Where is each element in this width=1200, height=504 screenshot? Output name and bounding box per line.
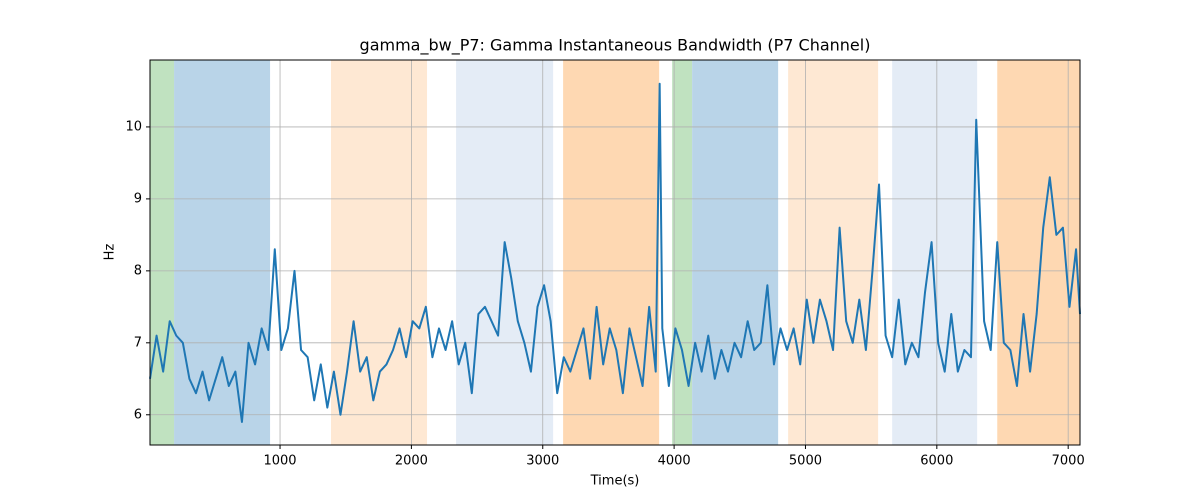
x-tick-label: 3000 — [526, 454, 559, 469]
shaded-span — [150, 60, 175, 445]
y-tick-label: 8 — [134, 263, 142, 278]
x-tick-label: 2000 — [395, 454, 428, 469]
shaded-span — [892, 60, 978, 445]
chart-title: gamma_bw_P7: Gamma Instantaneous Bandwid… — [360, 36, 871, 56]
x-tick-label: 4000 — [658, 454, 691, 469]
y-tick-label: 6 — [134, 407, 142, 422]
shaded-span — [174, 60, 271, 445]
y-tick-label: 10 — [125, 119, 142, 134]
x-tick-label: 1000 — [263, 454, 296, 469]
x-tick-label: 6000 — [920, 454, 953, 469]
labels: 1000 2000 3000 4000 5000 6000 7000 6 7 8 9 10 — [125, 119, 1084, 468]
plot-frame — [149, 59, 1081, 446]
x-tick-label: 7000 — [1052, 454, 1085, 469]
y-tick-label: 7 — [134, 335, 142, 350]
y-tick-label: 9 — [134, 191, 142, 206]
shaded-span — [563, 60, 660, 445]
lines — [149, 82, 1081, 423]
shaded-span — [692, 60, 779, 445]
shaded-span — [672, 60, 693, 445]
shaded-span — [997, 60, 1080, 445]
x-axis-label: Time(s) — [590, 474, 640, 489]
data-line — [149, 82, 1081, 423]
shaded-span — [788, 60, 879, 445]
x-tick-label: 5000 — [789, 454, 822, 469]
y-axis-label: Hz — [103, 244, 118, 261]
